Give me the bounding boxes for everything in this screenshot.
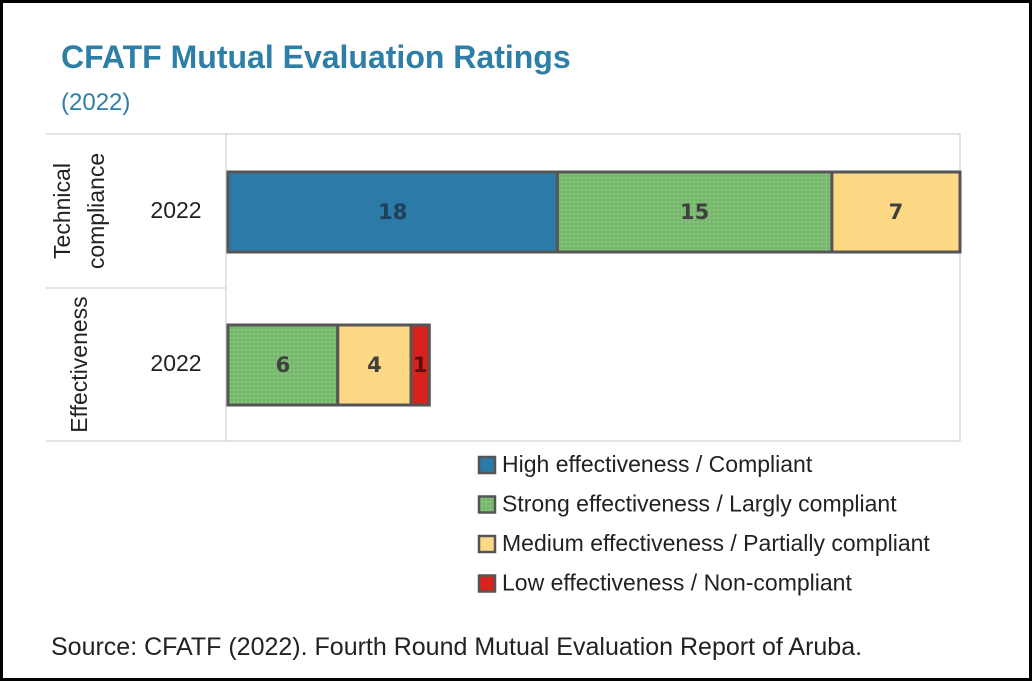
legend-swatch bbox=[477, 574, 497, 593]
group-label-technical-compliance: Technical compliance bbox=[49, 153, 109, 269]
legend: High effectiveness / Compliant Strong eff… bbox=[477, 451, 930, 596]
data-label: 6 bbox=[276, 353, 291, 377]
legend-swatch bbox=[477, 534, 497, 554]
data-label: 7 bbox=[889, 200, 904, 224]
source-note: Source: CFATF (2022). Fourth Round Mutua… bbox=[51, 633, 863, 661]
legend-swatch bbox=[477, 495, 497, 514]
group-label-line: Technical bbox=[49, 163, 75, 259]
bar-segment bbox=[336, 323, 413, 407]
data-label: 4 bbox=[367, 353, 382, 377]
legend-label: Strong effectiveness / Largly compliant bbox=[502, 491, 897, 517]
data-label: 18 bbox=[378, 200, 407, 224]
group-label-effectiveness: Effectiveness bbox=[66, 296, 92, 432]
data-label: 15 bbox=[680, 200, 709, 224]
category-label: 2022 bbox=[150, 197, 201, 223]
legend-label: Medium effectiveness / Partially complia… bbox=[502, 530, 930, 556]
legend-label: Low effectiveness / Non-compliant bbox=[502, 570, 852, 596]
legend-swatch bbox=[477, 455, 497, 475]
data-label: 1 bbox=[413, 353, 428, 377]
bar-segment bbox=[409, 323, 431, 407]
legend-label: High effectiveness / Compliant bbox=[502, 451, 813, 477]
group-label-line: compliance bbox=[83, 153, 109, 269]
bar-segment bbox=[555, 170, 834, 254]
stacked-bar-chart: Technical compliance 2022 Effectiveness 2022… bbox=[46, 133, 962, 596]
chart-subtitle: (2022) bbox=[61, 89, 131, 116]
bar-layer bbox=[226, 170, 962, 407]
label-layer: 18 15 7 6 4 1 bbox=[276, 200, 904, 377]
bar-segment bbox=[226, 323, 340, 407]
chart-title: CFATF Mutual Evaluation Ratings bbox=[61, 39, 571, 75]
category-label: 2022 bbox=[150, 350, 201, 376]
bar-segment bbox=[830, 170, 962, 254]
group-label-line: Effectiveness bbox=[66, 296, 92, 432]
chart-axes: Technical compliance 2022 Effectiveness 2022 bbox=[46, 133, 961, 442]
